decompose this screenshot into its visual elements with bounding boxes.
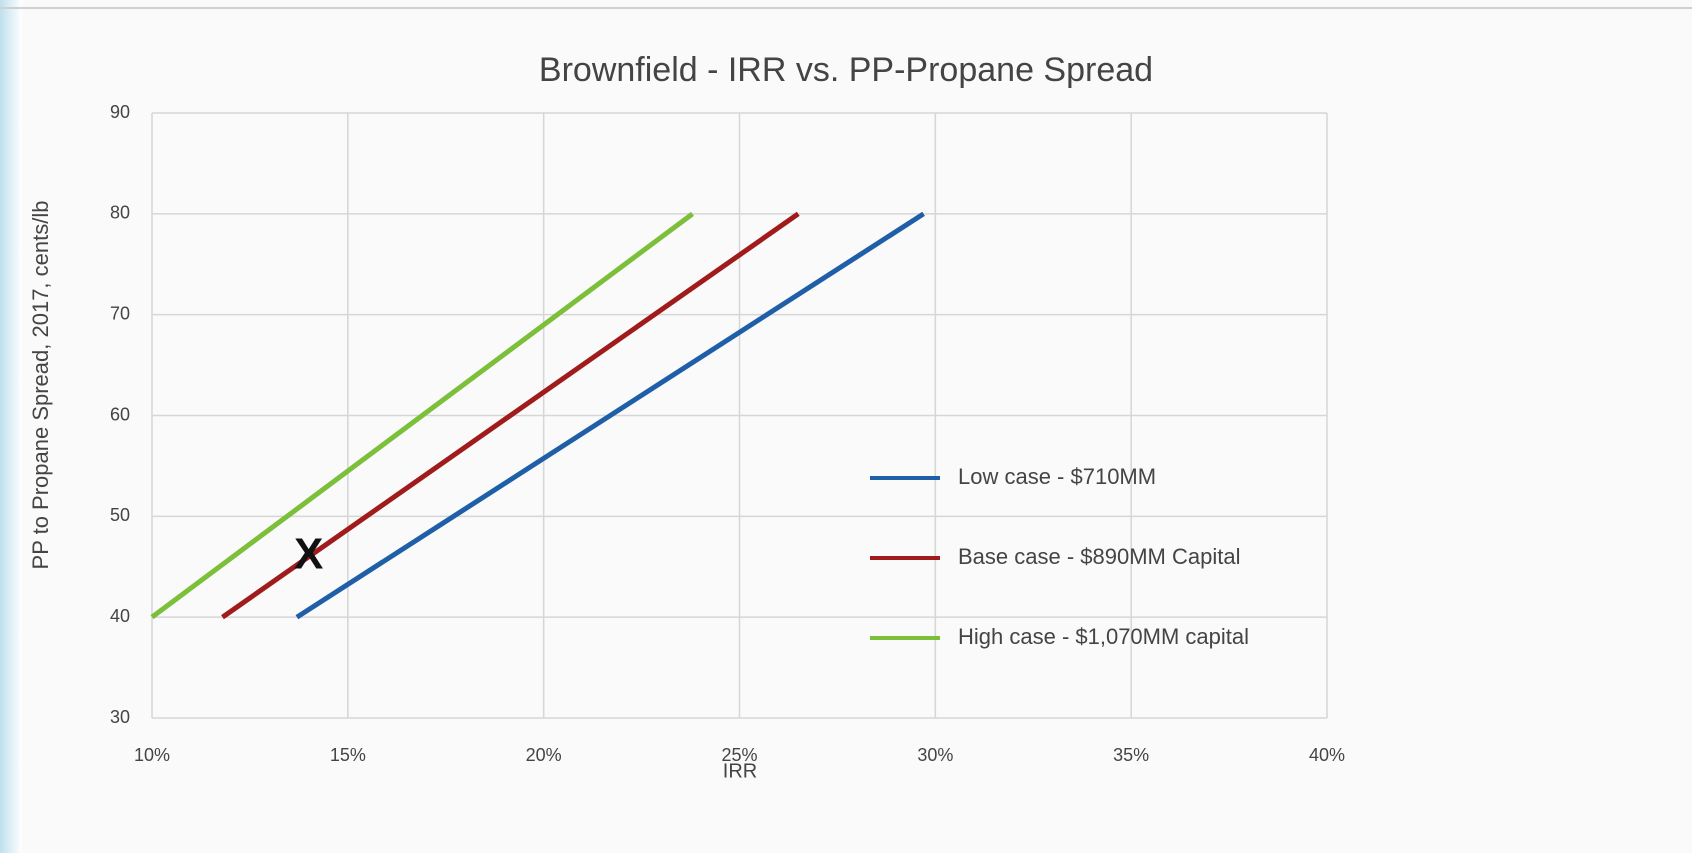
legend-label: Base case - $890MM Capital (958, 544, 1240, 569)
x-tick-label: 40% (1309, 745, 1345, 765)
x-tick-label: 30% (917, 745, 953, 765)
legend-label: High case - $1,070MM capital (958, 624, 1249, 649)
legend-label: Low case - $710MM (958, 464, 1156, 489)
x-tick-label: 15% (330, 745, 366, 765)
y-tick-label: 70 (110, 303, 130, 323)
y-tick-label: 80 (110, 203, 130, 223)
y-tick-label: 30 (110, 707, 130, 727)
x-tick-label: 10% (134, 745, 170, 765)
y-axis-label: PP to Propane Spread, 2017, cents/lb (28, 201, 53, 570)
chart-title: Brownfield - IRR vs. PP-Propane Spread (539, 51, 1153, 89)
annotation: X (294, 529, 323, 578)
x-tick-label: 25% (721, 745, 757, 765)
x-axis-label: IRR (723, 760, 757, 782)
y-tick-label: 50 (110, 505, 130, 525)
x-tick-label: 20% (526, 745, 562, 765)
y-tick-label: 90 (110, 102, 130, 122)
y-tick-label: 40 (110, 606, 130, 626)
edge-strip (0, 0, 22, 853)
series-line (295, 211, 925, 620)
y-tick-label: 60 (110, 404, 130, 424)
series-line (150, 211, 694, 620)
x-tick-label: 35% (1113, 745, 1149, 765)
series-line (221, 211, 800, 620)
